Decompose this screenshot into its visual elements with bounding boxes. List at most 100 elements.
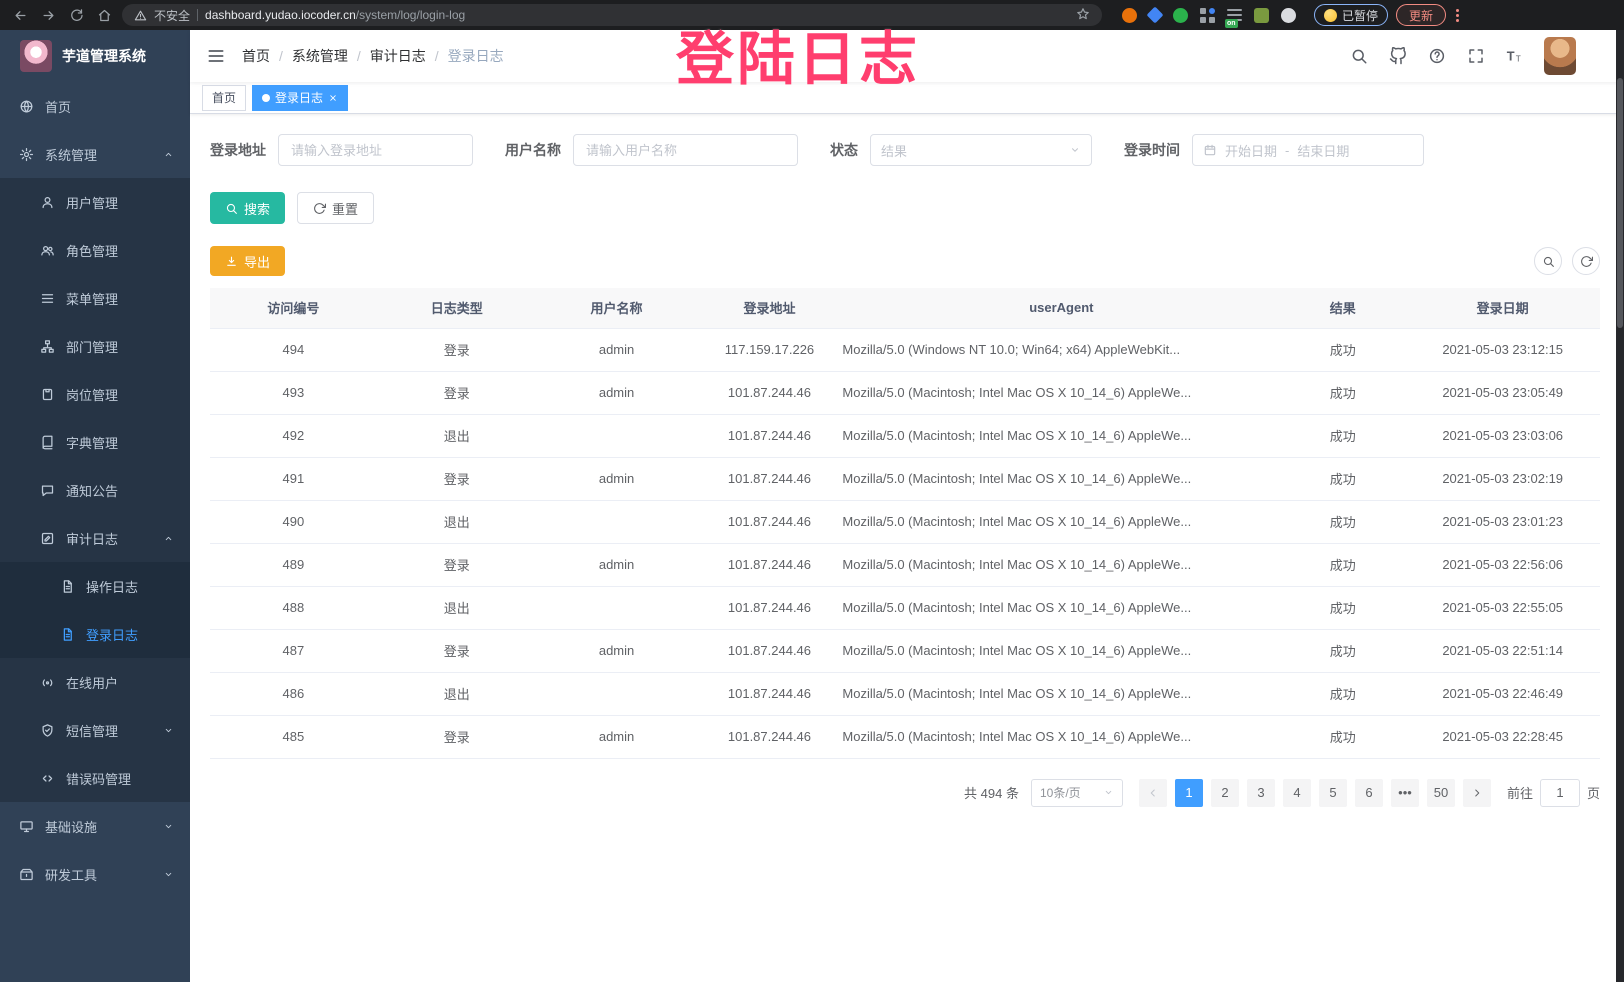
- breadcrumb-separator: /: [279, 48, 283, 64]
- help-icon[interactable]: [1427, 47, 1446, 66]
- sidebar-item-notice-announcement[interactable]: 通知公告: [0, 466, 190, 514]
- extension-icon[interactable]: [1200, 7, 1215, 23]
- sidebar-item-user-management[interactable]: 用户管理: [0, 178, 190, 226]
- extension-icon[interactable]: [1173, 7, 1188, 23]
- reset-button[interactable]: 重置: [297, 192, 375, 224]
- sidebar-item-role-management[interactable]: 角色管理: [0, 226, 190, 274]
- prev-page-button[interactable]: [1138, 778, 1167, 807]
- more-pages-button[interactable]: •••: [1390, 778, 1419, 807]
- browser-forward-button[interactable]: [38, 5, 58, 25]
- browser-back-button[interactable]: [10, 5, 30, 25]
- column-header: 登录地址: [696, 288, 843, 329]
- search-icon[interactable]: [1349, 47, 1368, 66]
- sidebar-item-menu-management[interactable]: 菜单管理: [0, 274, 190, 322]
- scrollbar-thumb[interactable]: [1617, 78, 1623, 328]
- close-icon[interactable]: [328, 93, 338, 103]
- page-jumper-input[interactable]: [1539, 778, 1580, 807]
- sidebar-item-label: 研发工具: [45, 867, 98, 883]
- hamburger-icon[interactable]: [206, 46, 226, 66]
- table-cell: 成功: [1280, 500, 1406, 544]
- bookmark-star-icon[interactable]: [1076, 7, 1090, 24]
- search-icon: [225, 202, 238, 215]
- sidebar-item-error-code-management[interactable]: 错误码管理: [0, 754, 190, 802]
- breadcrumb-item[interactable]: 系统管理: [291, 48, 348, 64]
- status-select[interactable]: 结果: [870, 134, 1092, 166]
- address-bar[interactable]: 不安全 dashboard.yudao.iocoder.cn/system/lo…: [122, 4, 1102, 26]
- sidebar-item-operation-log[interactable]: 操作日志: [0, 562, 190, 610]
- browser-update-button[interactable]: 更新: [1396, 4, 1447, 26]
- page-content: 登录地址 用户名称 状态 结果 登录时间: [190, 114, 1624, 982]
- refresh-table-button[interactable]: [1572, 247, 1600, 275]
- sidebar-item-home[interactable]: 首页: [0, 82, 190, 130]
- breadcrumb-item[interactable]: 审计日志: [369, 48, 426, 64]
- users-icon: [40, 243, 55, 258]
- table-cell: 登录: [376, 715, 537, 759]
- page-button-50[interactable]: 50: [1426, 778, 1455, 807]
- table-cell: 101.87.244.46: [696, 672, 843, 716]
- sidebar-item-online-users[interactable]: 在线用户: [0, 658, 190, 706]
- sidebar-item-label: 角色管理: [66, 243, 119, 259]
- page-size-select[interactable]: 10条/页: [1030, 778, 1123, 807]
- sidebar-item-infrastructure[interactable]: 基础设施: [0, 802, 190, 850]
- chevron-down-icon: [163, 821, 174, 832]
- extension-icon[interactable]: [1146, 6, 1164, 24]
- table-cell: admin: [536, 543, 697, 587]
- tool-icon: [19, 867, 34, 882]
- table-cell: Mozilla/5.0 (Macintosh; Intel Mac OS X 1…: [842, 715, 1281, 759]
- page-button-2[interactable]: 2: [1210, 778, 1239, 807]
- login-address-input[interactable]: [278, 134, 473, 166]
- sidebar-logo[interactable]: 芋道管理系统: [0, 30, 190, 82]
- user-avatar[interactable]: [1544, 37, 1576, 75]
- download-icon: [225, 255, 238, 268]
- extension-icon[interactable]: [1254, 7, 1269, 23]
- table-cell: 2021-05-03 23:05:49: [1405, 371, 1600, 415]
- font-size-icon[interactable]: [1505, 47, 1524, 66]
- table-row: 490 退出 101.87.244.46 Mozilla/5.0 (Macintosh…: [210, 500, 1600, 544]
- page-button-1[interactable]: 1: [1174, 778, 1203, 807]
- tag-item[interactable]: 首页: [202, 84, 247, 111]
- sidebar-item-dev-tools[interactable]: 研发工具: [0, 850, 190, 898]
- extension-icon[interactable]: [1281, 7, 1296, 23]
- login-time-range-picker[interactable]: 开始日期 - 结束日期: [1192, 134, 1424, 166]
- breadcrumb-item[interactable]: 首页: [242, 48, 270, 64]
- github-icon[interactable]: [1388, 47, 1407, 66]
- browser-reload-button[interactable]: [66, 5, 86, 25]
- sidebar-item-label: 菜单管理: [66, 291, 119, 307]
- page-button-6[interactable]: 6: [1354, 778, 1383, 807]
- next-page-button[interactable]: [1462, 778, 1491, 807]
- sidebar-item-audit-log[interactable]: 审计日志: [0, 514, 190, 562]
- tag-active[interactable]: 登录日志: [252, 84, 349, 111]
- table-cell: 登录: [376, 371, 537, 415]
- extension-icon[interactable]: on: [1225, 8, 1242, 28]
- table-cell: 101.87.244.46: [696, 629, 843, 673]
- table-cell: 493: [210, 371, 377, 415]
- page-button-4[interactable]: 4: [1282, 778, 1311, 807]
- sidebar-item-label: 短信管理: [66, 723, 119, 739]
- sidebar-item-login-log[interactable]: 登录日志: [0, 610, 190, 658]
- search-button[interactable]: 搜索: [210, 192, 286, 224]
- sidebar-item-dict-management[interactable]: 字典管理: [0, 418, 190, 466]
- username-input[interactable]: [573, 134, 798, 166]
- login-log-table: 访问编号 日志类型 用户名称 登录地址 userAgent 结果 登录日期 494 登录 adm…: [210, 288, 1600, 759]
- user-icon: [40, 195, 55, 210]
- sidebar-item-system-management[interactable]: 系统管理: [0, 130, 190, 178]
- paused-badge[interactable]: 已暂停: [1314, 4, 1389, 26]
- page-button-3[interactable]: 3: [1246, 778, 1275, 807]
- page-button-5[interactable]: 5: [1318, 778, 1347, 807]
- date-start-placeholder: 开始日期: [1225, 143, 1278, 159]
- search-icon: [1542, 255, 1555, 268]
- extension-icon[interactable]: [1122, 7, 1137, 23]
- sidebar-item-dept-management[interactable]: 部门管理: [0, 322, 190, 370]
- browser-chrome: 不安全 dashboard.yudao.iocoder.cn/system/lo…: [0, 0, 1624, 30]
- sidebar-item-label: 字典管理: [66, 435, 119, 451]
- fullscreen-icon[interactable]: [1466, 47, 1485, 66]
- browser-menu-icon[interactable]: [1456, 8, 1460, 22]
- browser-home-button[interactable]: [94, 5, 114, 25]
- sidebar-item-post-management[interactable]: 岗位管理: [0, 370, 190, 418]
- toggle-search-button[interactable]: [1534, 247, 1562, 275]
- avatar-caret-icon[interactable]: [1596, 50, 1608, 62]
- table-row: 488 退出 101.87.244.46 Mozilla/5.0 (Macintosh…: [210, 586, 1600, 630]
- scrollbar[interactable]: [1616, 30, 1624, 982]
- sidebar-item-sms-management[interactable]: 短信管理: [0, 706, 190, 754]
- export-button[interactable]: 导出: [210, 246, 286, 276]
